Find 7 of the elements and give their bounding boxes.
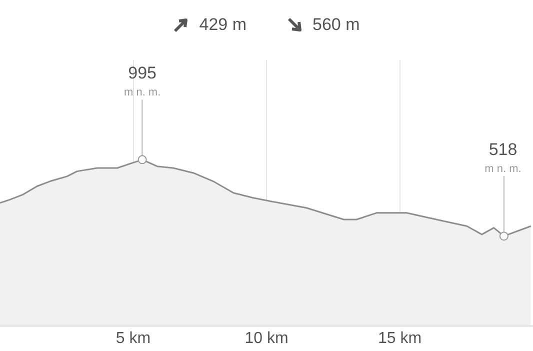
annotation: 995 m n. m. (124, 64, 161, 99)
annotation: 518 m n. m. (484, 140, 522, 176)
x-tick-label: 15 km (378, 330, 422, 347)
text: 429 m (199, 15, 246, 35)
text: 560 m (312, 15, 360, 35)
x-tick-label: 5 km (116, 330, 151, 347)
x-tick-label: 10 km (244, 330, 288, 347)
